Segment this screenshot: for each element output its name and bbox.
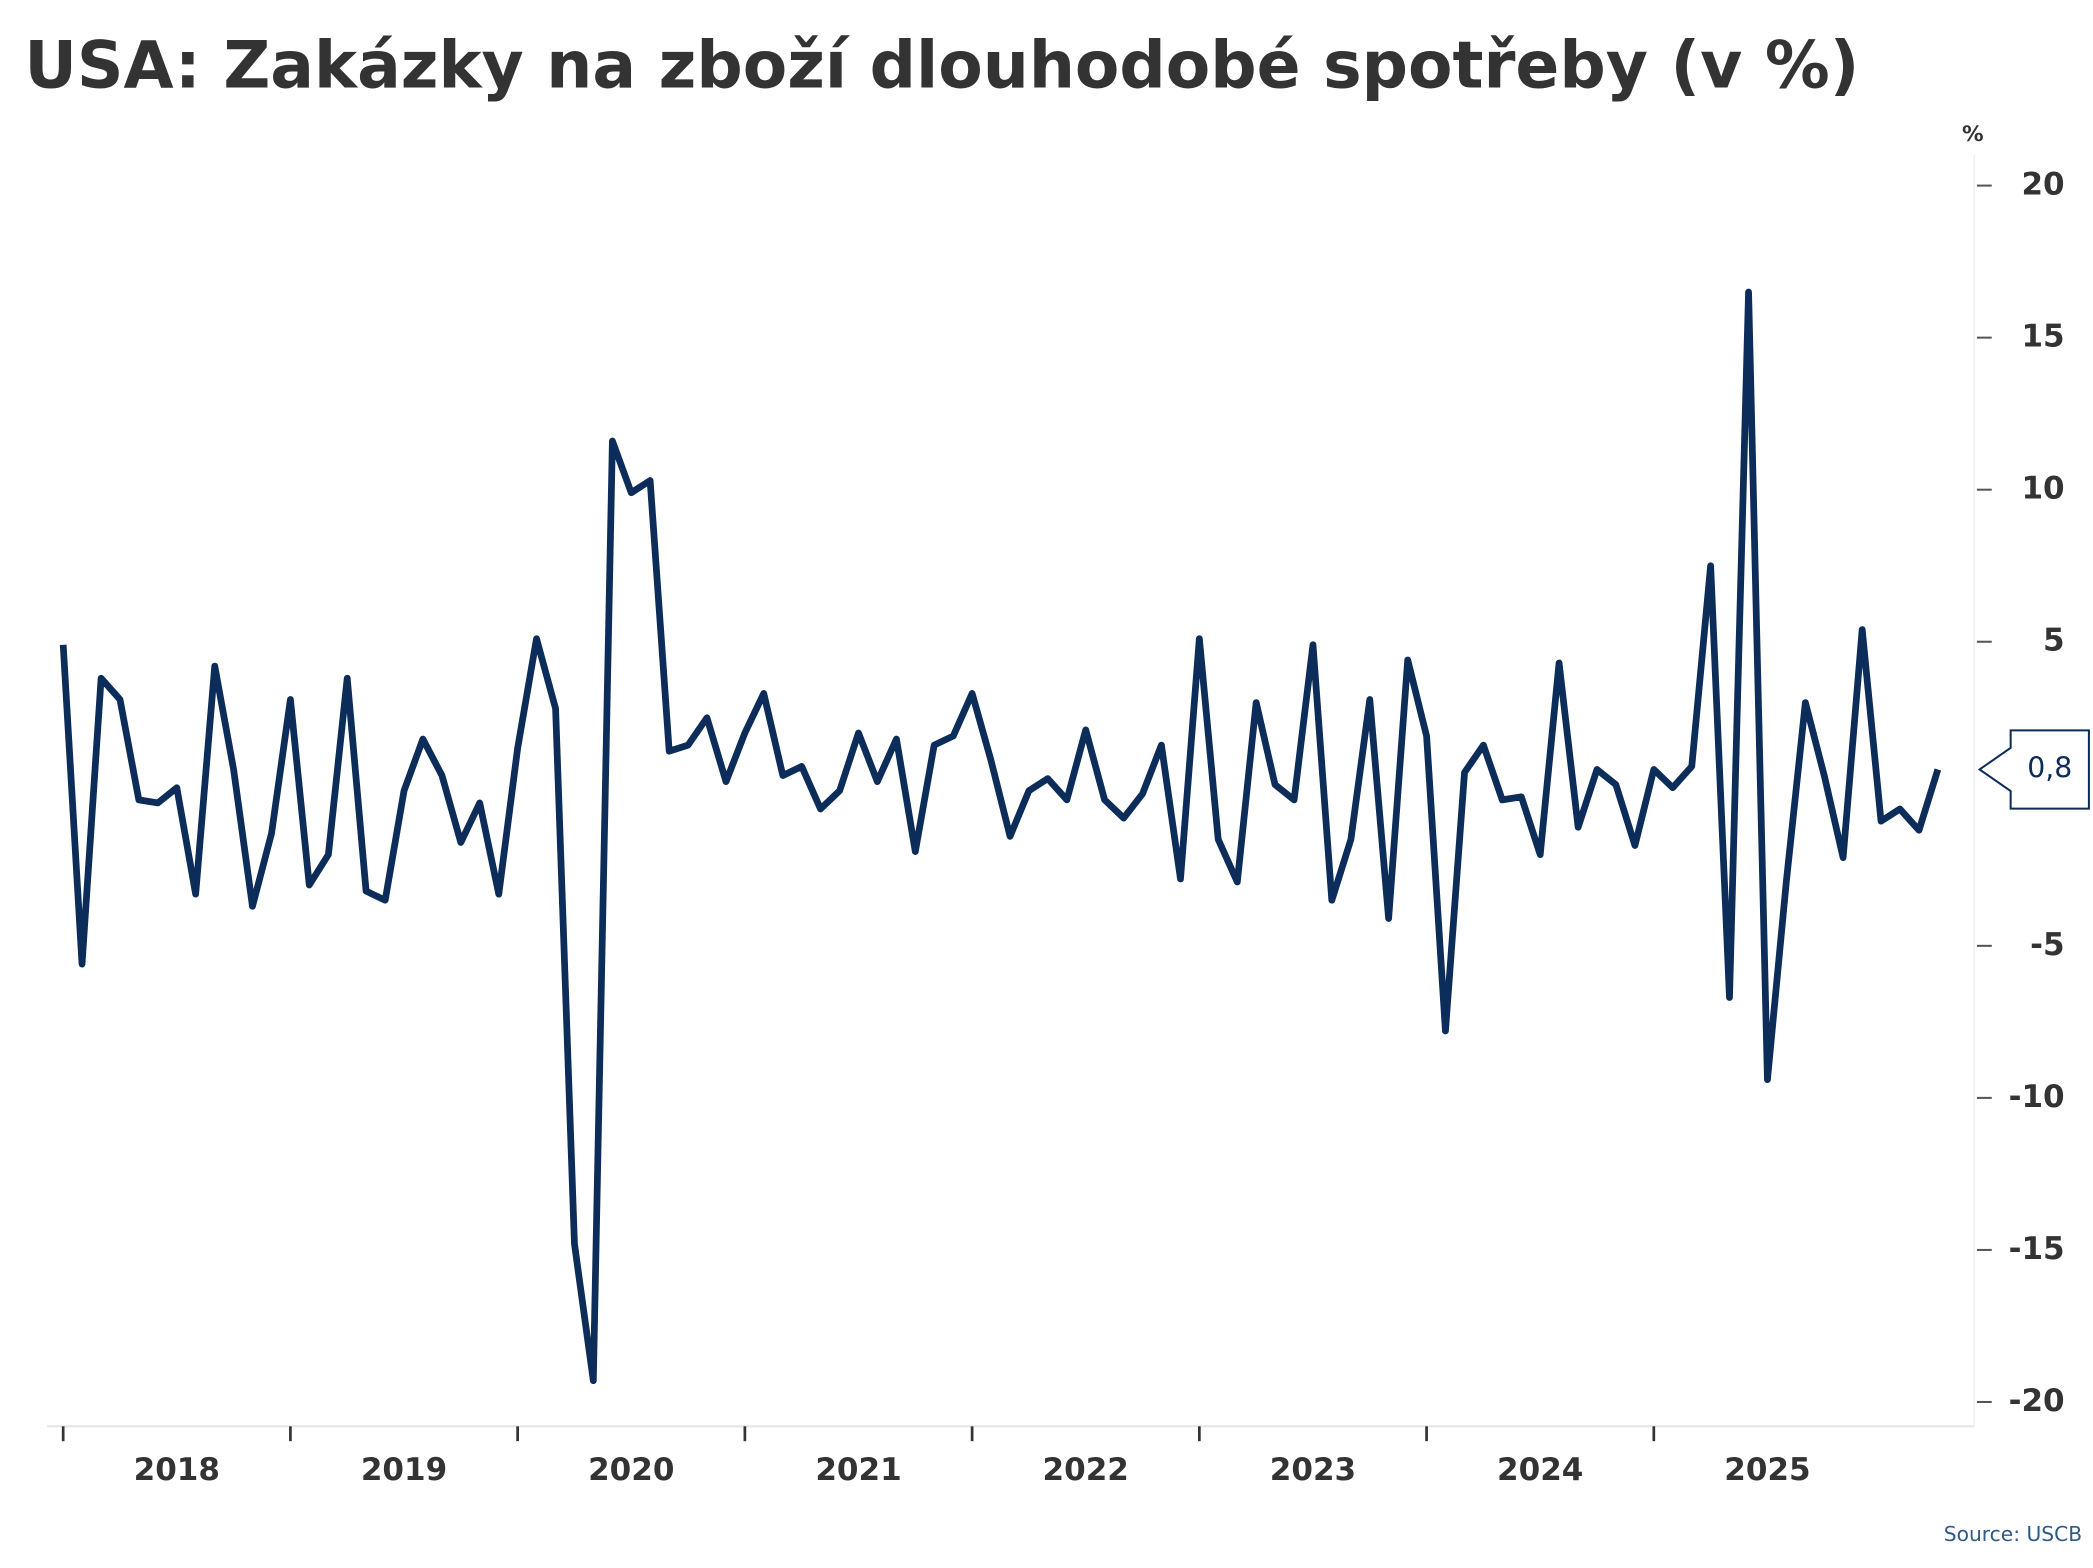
x-tick-label: 2021	[815, 1452, 901, 1488]
x-tick-label: 2020	[588, 1452, 674, 1488]
x-tick-label: 2018	[134, 1452, 220, 1488]
source: Source: USCB	[1944, 1522, 2082, 1546]
y-tick-label: 5	[2043, 623, 2065, 659]
series-line	[59, 288, 1942, 1385]
last-value-box	[1977, 729, 2090, 810]
x-tick-label: 2023	[1270, 1452, 1356, 1488]
y-tick-label: -15	[2009, 1231, 2065, 1267]
x-tick-label: 2019	[361, 1452, 447, 1488]
y-tick-label: -10	[2009, 1079, 2065, 1115]
y-tick-label: 20	[2021, 167, 2064, 203]
y-tick-label: 15	[2021, 319, 2064, 355]
x-tick-label: 2025	[1724, 1452, 1810, 1488]
y-unit: %	[1962, 122, 1984, 147]
chart-title: USA: Zakázky na zboží dlouhodobé spotřeb…	[24, 29, 1859, 104]
y-tick-label: 10	[2021, 471, 2064, 507]
x-tick-label: 2024	[1497, 1452, 1583, 1488]
x-tick-label: 2022	[1043, 1452, 1129, 1488]
last-value-label: 0,8	[2027, 751, 2072, 784]
y-tick-label: -20	[2009, 1383, 2065, 1419]
y-tick-label: -5	[2030, 927, 2064, 963]
